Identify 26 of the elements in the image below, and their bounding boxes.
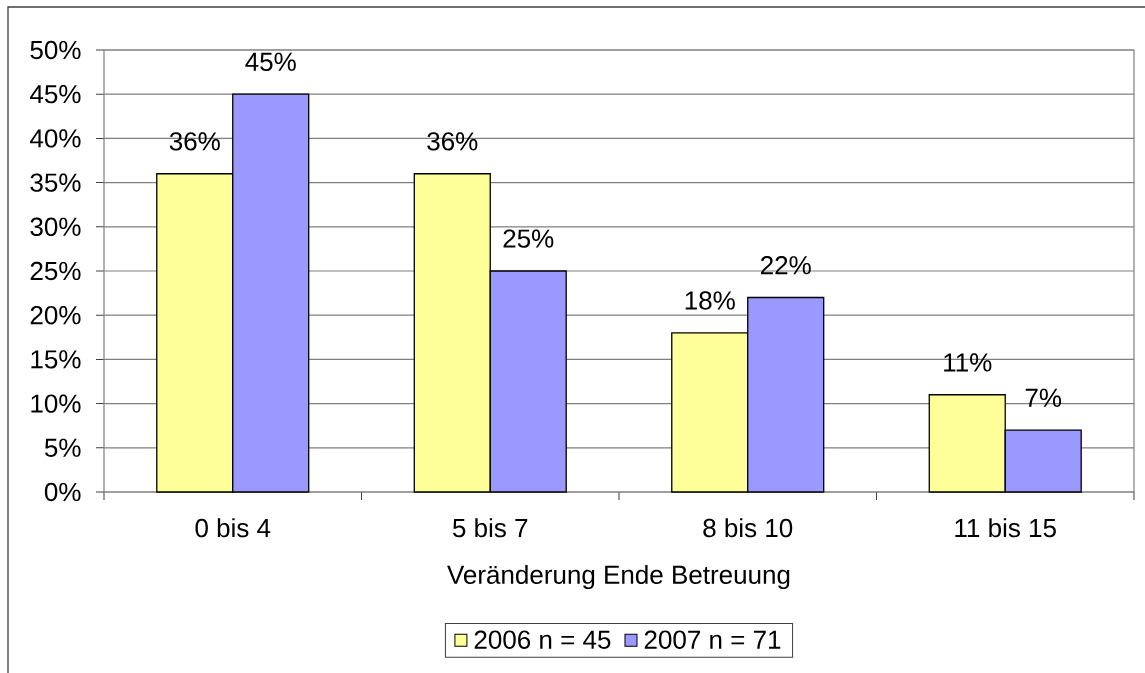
- data-label: 36%: [427, 132, 478, 151]
- y-tick-label: 35%: [30, 173, 81, 192]
- data-label: 18%: [685, 291, 735, 310]
- y-tick-label: 5%: [44, 438, 81, 457]
- y-tick-label: 30%: [30, 217, 81, 236]
- x-tick-label: 11 bis 15: [955, 518, 1056, 538]
- y-tick-label: 15%: [31, 350, 81, 369]
- data-label: 36%: [169, 132, 220, 151]
- data-label: 25%: [503, 229, 554, 248]
- y-tick-label: 25%: [30, 261, 81, 281]
- data-label: 45%: [245, 52, 296, 71]
- data-label: 11%: [944, 353, 992, 372]
- x-tick-label: 0 bis 4: [195, 518, 271, 538]
- legend-label: 2007 n = 71: [644, 630, 781, 649]
- y-tick-label: 40%: [30, 129, 81, 148]
- y-tick-label: 10%: [31, 394, 81, 413]
- x-tick-label: 5 bis 7: [452, 518, 528, 538]
- y-tick-label: 20%: [30, 305, 81, 325]
- y-tick-label: 50%: [30, 40, 81, 60]
- y-tick-label: 0%: [44, 482, 81, 502]
- data-label: 7%: [1025, 388, 1062, 407]
- y-tick-label: 45%: [30, 85, 81, 104]
- x-axis-title: Veränderung Ende Betreuung: [447, 564, 790, 590]
- data-label: 22%: [761, 256, 811, 275]
- legend-label: 2006 n = 45: [474, 630, 611, 649]
- x-tick-label: 8 bis 10: [703, 518, 793, 538]
